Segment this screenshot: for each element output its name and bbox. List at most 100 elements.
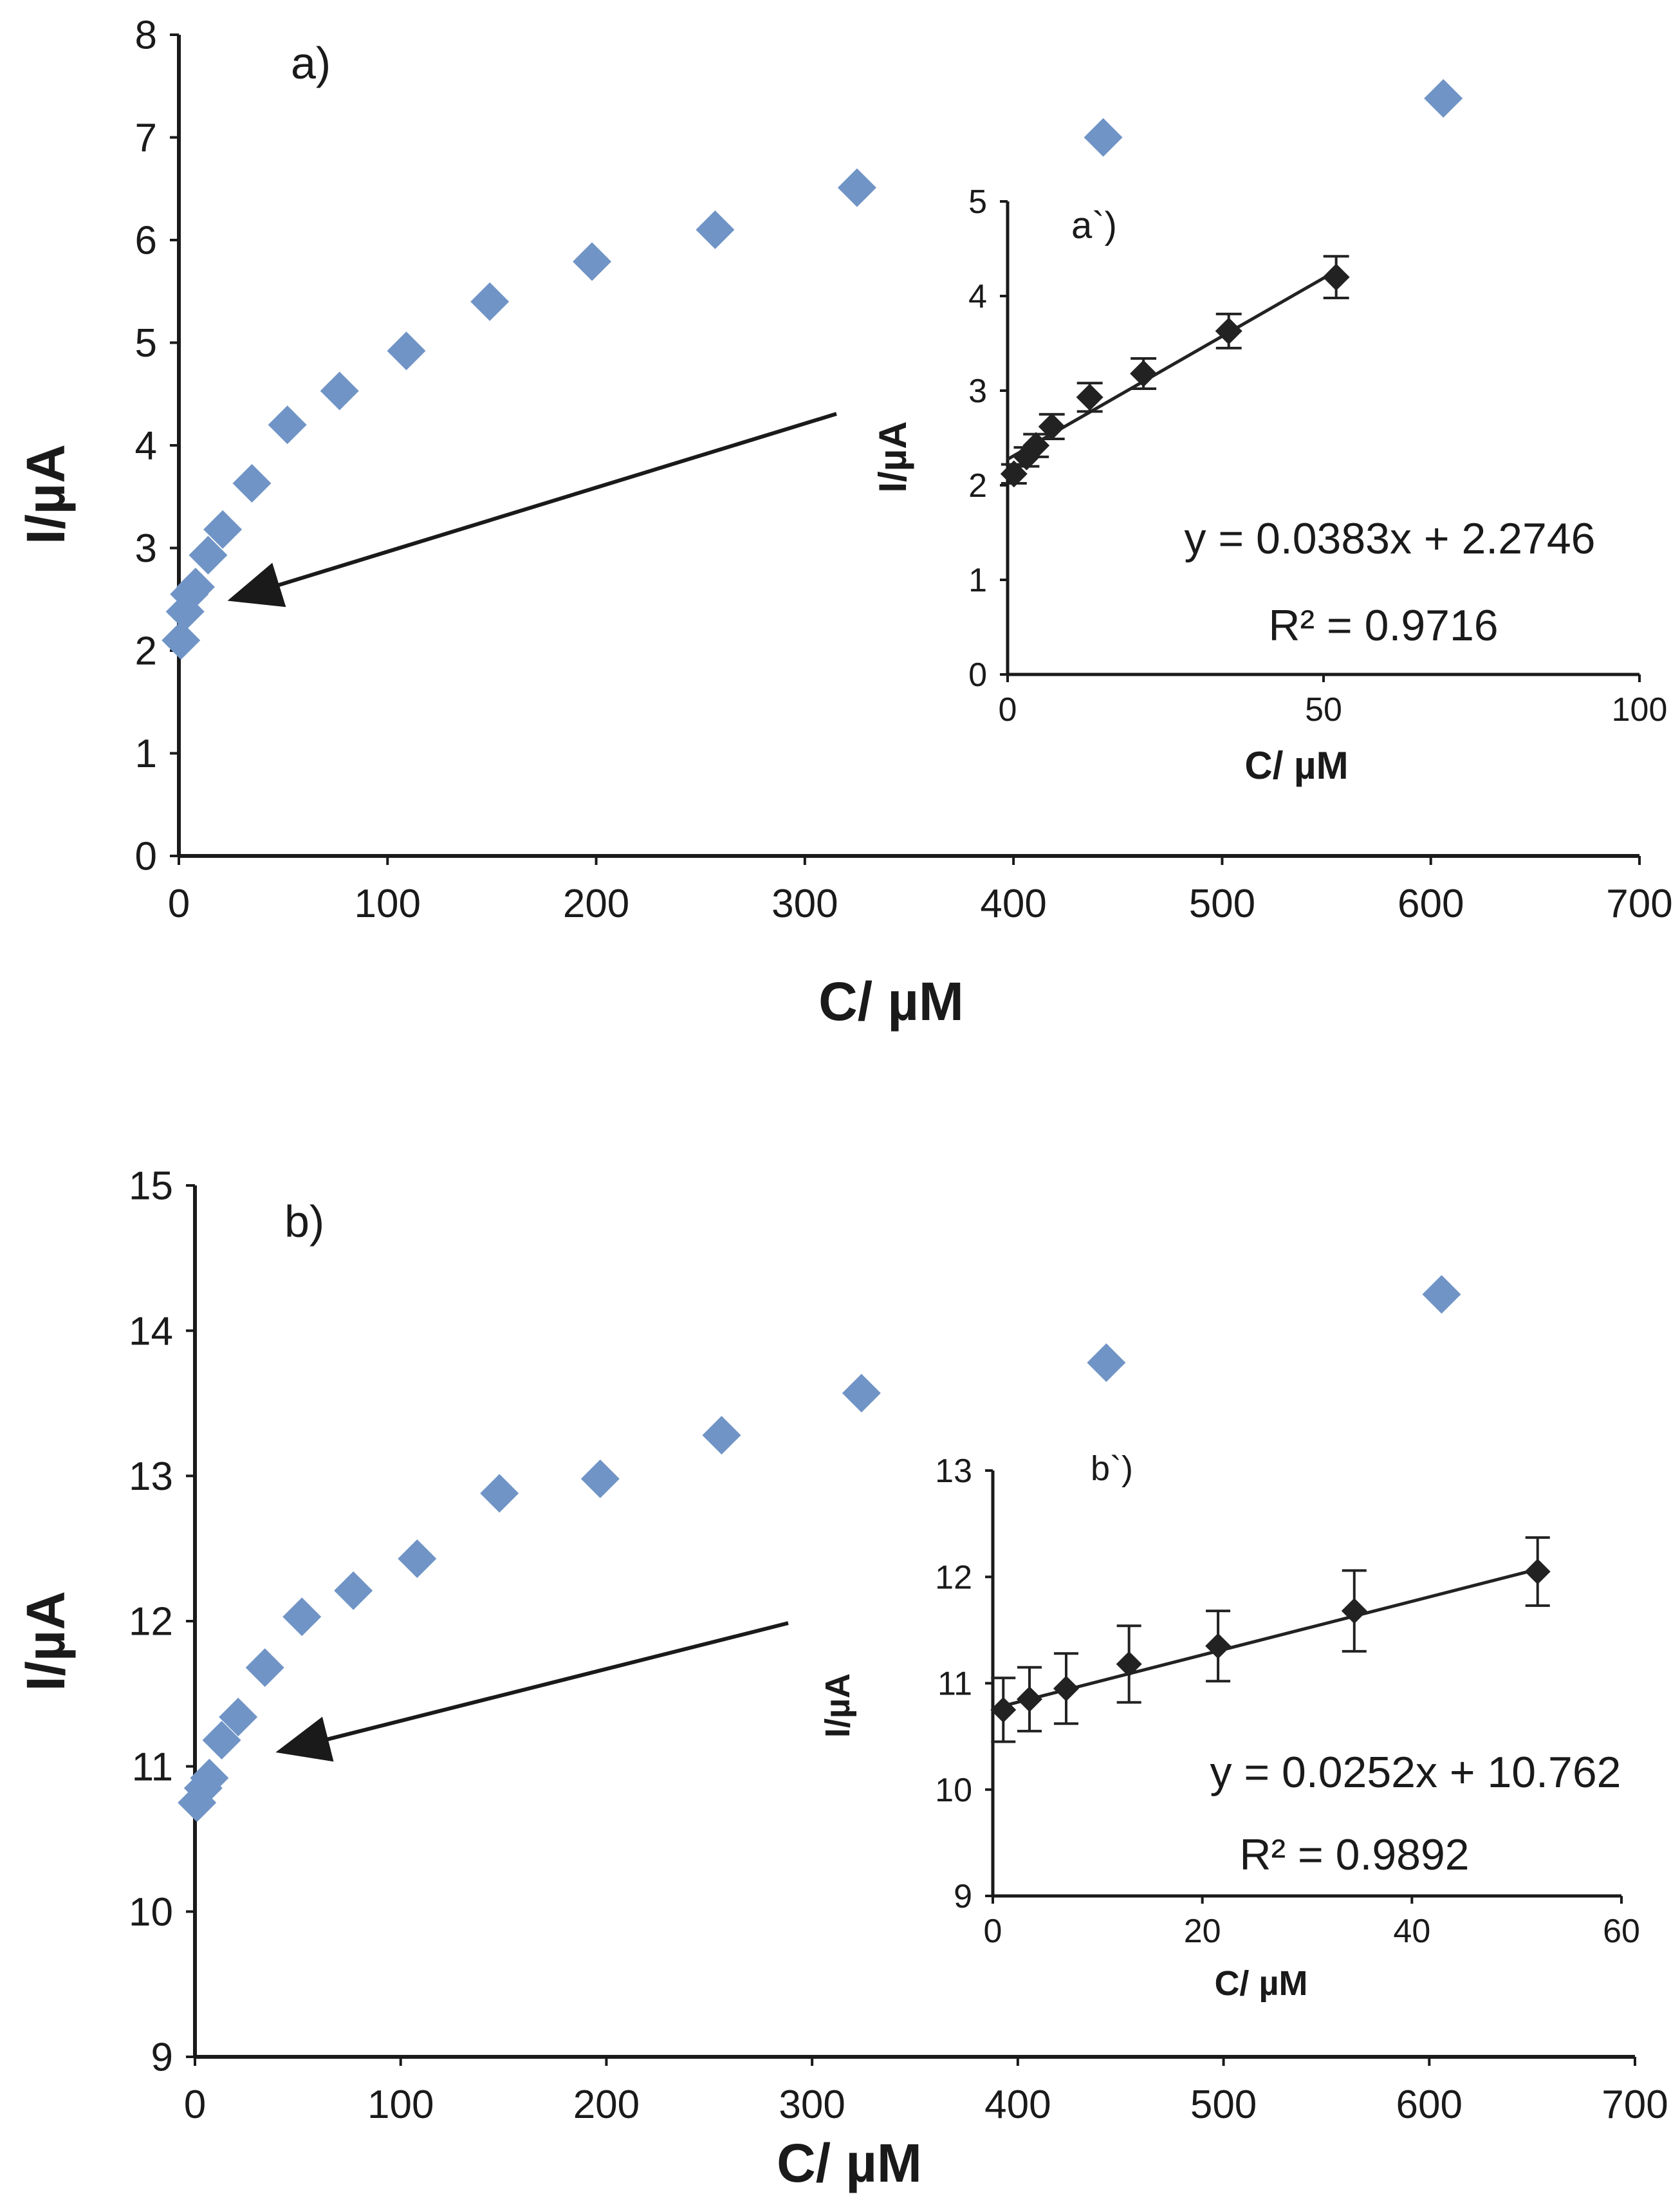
panel-a-y-tick-label: 5 (135, 321, 157, 366)
panel-a-x-tick-label: 200 (563, 882, 629, 926)
inset-b-data-points (990, 1558, 1551, 1723)
panel-b-y-tick-label: 14 (129, 1309, 173, 1353)
panel-b-data-point (282, 1597, 322, 1637)
panel-b-data-point (190, 1758, 229, 1797)
panel-a-data-point (189, 535, 228, 575)
inset-bi-data-point (1341, 1598, 1367, 1624)
inset-ai-x-tick-label: 100 (1612, 691, 1668, 729)
panel-a-x-tick-label: 300 (771, 882, 838, 926)
panel-b-x-tick-label: 700 (1602, 2083, 1668, 2127)
panel-b-y-axis-label: I/µA (15, 1591, 76, 1691)
panel-b-data-point (702, 1416, 741, 1455)
panel-b-data-point (398, 1539, 437, 1578)
panel-b-x-tick-label: 100 (367, 2083, 434, 2127)
inset-a-tick-labels: 0 50 100 0 1 2 3 4 5 (968, 183, 1667, 729)
inset-ai-data-point (1038, 413, 1066, 440)
panel-b-data-point (202, 1721, 241, 1760)
panel-b-data-point (1422, 1275, 1461, 1314)
panel-b-label: b) (284, 1196, 324, 1247)
inset-ai-data-point (1130, 360, 1158, 387)
inset-bi-data-point (1205, 1633, 1232, 1659)
panel-a-y-tick-label: 0 (135, 835, 157, 879)
panel-b-axes (186, 1184, 1636, 2066)
inset-bi-y-tick-label: 11 (937, 1666, 972, 1703)
inset-ai-y-tick-label: 0 (968, 656, 987, 694)
panel-b-data-point (842, 1373, 881, 1413)
panel-a-y-axis-label: I/µA (15, 444, 76, 544)
inset-bi-data-point (1016, 1686, 1042, 1713)
inset-a-x-axis-label: C/ µM (1244, 744, 1348, 787)
inset-b-chart: 0 20 40 60 9 10 11 12 13 b`) C/ µM I/µA y = 0.02… (818, 1449, 1640, 2003)
inset-b-error-bars (991, 1536, 1550, 1743)
inset-ai-x-tick-label: 50 (1305, 691, 1342, 729)
panel-a-data-point (176, 568, 215, 607)
inset-a-equation: y = 0.0383x + 2.2746 (1185, 514, 1596, 563)
panel-a-x-tick-label: 700 (1606, 882, 1672, 926)
panel-a-y-tick-label: 6 (135, 219, 157, 263)
panel-a-y-tick-label: 2 (135, 629, 157, 674)
panel-b-data-point (1087, 1343, 1126, 1382)
panel-b-annotation-arrow (275, 1621, 789, 1762)
inset-b-fit-line (997, 1567, 1538, 1709)
inset-b-tick-labels: 0 20 40 60 9 10 11 12 13 (935, 1453, 1640, 1950)
inset-bi-x-tick-label: 20 (1184, 1913, 1221, 1950)
panel-a-label: a) (291, 38, 331, 88)
panel-b-data-point (334, 1571, 373, 1610)
panel-a-y-tick-label: 1 (135, 732, 157, 776)
panel-a-data-points (162, 79, 1463, 660)
panel-b-y-tick-label: 12 (129, 1600, 173, 1644)
panel-a-data-point (470, 282, 510, 321)
inset-a-chart: 0 50 100 0 1 2 3 4 5 a`) C/ µM I/µA y = 0.0383x … (871, 183, 1667, 787)
panel-a-y-tick-label: 7 (135, 116, 157, 160)
panel-a-data-point (162, 621, 201, 660)
panel-b-x-tick-label: 500 (1190, 2083, 1257, 2127)
panel-a-data-point (320, 371, 359, 411)
inset-ai-y-tick-label: 4 (968, 278, 987, 315)
panel-a-data-point (1084, 118, 1123, 157)
inset-a-y-axis-label: I/µA (871, 421, 914, 492)
inset-bi-data-point (990, 1696, 1017, 1723)
panel-a-data-point (837, 168, 876, 207)
inset-b-axes (985, 1469, 1623, 1904)
inset-bi-data-point (1053, 1675, 1079, 1702)
inset-b-label: b`) (1091, 1449, 1133, 1488)
inset-b-r-squared: R² = 0.9892 (1239, 1830, 1469, 1879)
inset-bi-y-tick-label: 13 (935, 1453, 972, 1490)
inset-bi-data-point (1116, 1651, 1142, 1677)
inset-ai-x-tick-label: 0 (999, 691, 1017, 729)
inset-ai-data-point (1215, 317, 1242, 345)
panel-a-y-tick-label: 3 (135, 526, 157, 571)
panel-b-y-tick-label: 10 (129, 1890, 173, 1935)
panel-b-y-tick-label: 15 (129, 1164, 173, 1209)
inset-a-axes (1000, 200, 1641, 682)
panel-b-x-axis-label: C/ µM (777, 2133, 922, 2193)
inset-ai-y-tick-label: 3 (968, 373, 987, 410)
panel-b-data-point (245, 1648, 284, 1687)
inset-a-error-bars (1001, 255, 1349, 485)
panel-a-x-tick-label: 100 (355, 882, 421, 926)
inset-ai-data-point (1022, 432, 1050, 460)
panel-b-x-tick-label: 0 (184, 2083, 206, 2127)
inset-a-r-squared: R² = 0.9716 (1268, 601, 1498, 650)
inset-ai-y-tick-label: 1 (968, 562, 987, 599)
panel-a-y-tick-label: 8 (135, 14, 157, 58)
panel-b-x-tick-label: 200 (573, 2083, 640, 2127)
inset-ai-data-point (1000, 460, 1028, 488)
inset-bi-x-tick-label: 40 (1393, 1913, 1430, 1950)
panel-a-data-point (203, 510, 243, 549)
inset-bi-x-tick-label: 60 (1603, 1913, 1640, 1950)
inset-ai-data-point (1076, 384, 1103, 411)
inset-bi-y-tick-label: 10 (935, 1772, 972, 1809)
panel-a-data-point (696, 210, 735, 250)
panel-a-data-point (232, 464, 272, 503)
inset-a-data-points (1000, 263, 1350, 488)
panel-a-y-tick-label: 4 (135, 424, 157, 469)
inset-ai-y-tick-label: 5 (968, 183, 987, 221)
panel-b-y-tick-label: 13 (129, 1454, 173, 1499)
inset-ai-data-point (1322, 263, 1350, 291)
